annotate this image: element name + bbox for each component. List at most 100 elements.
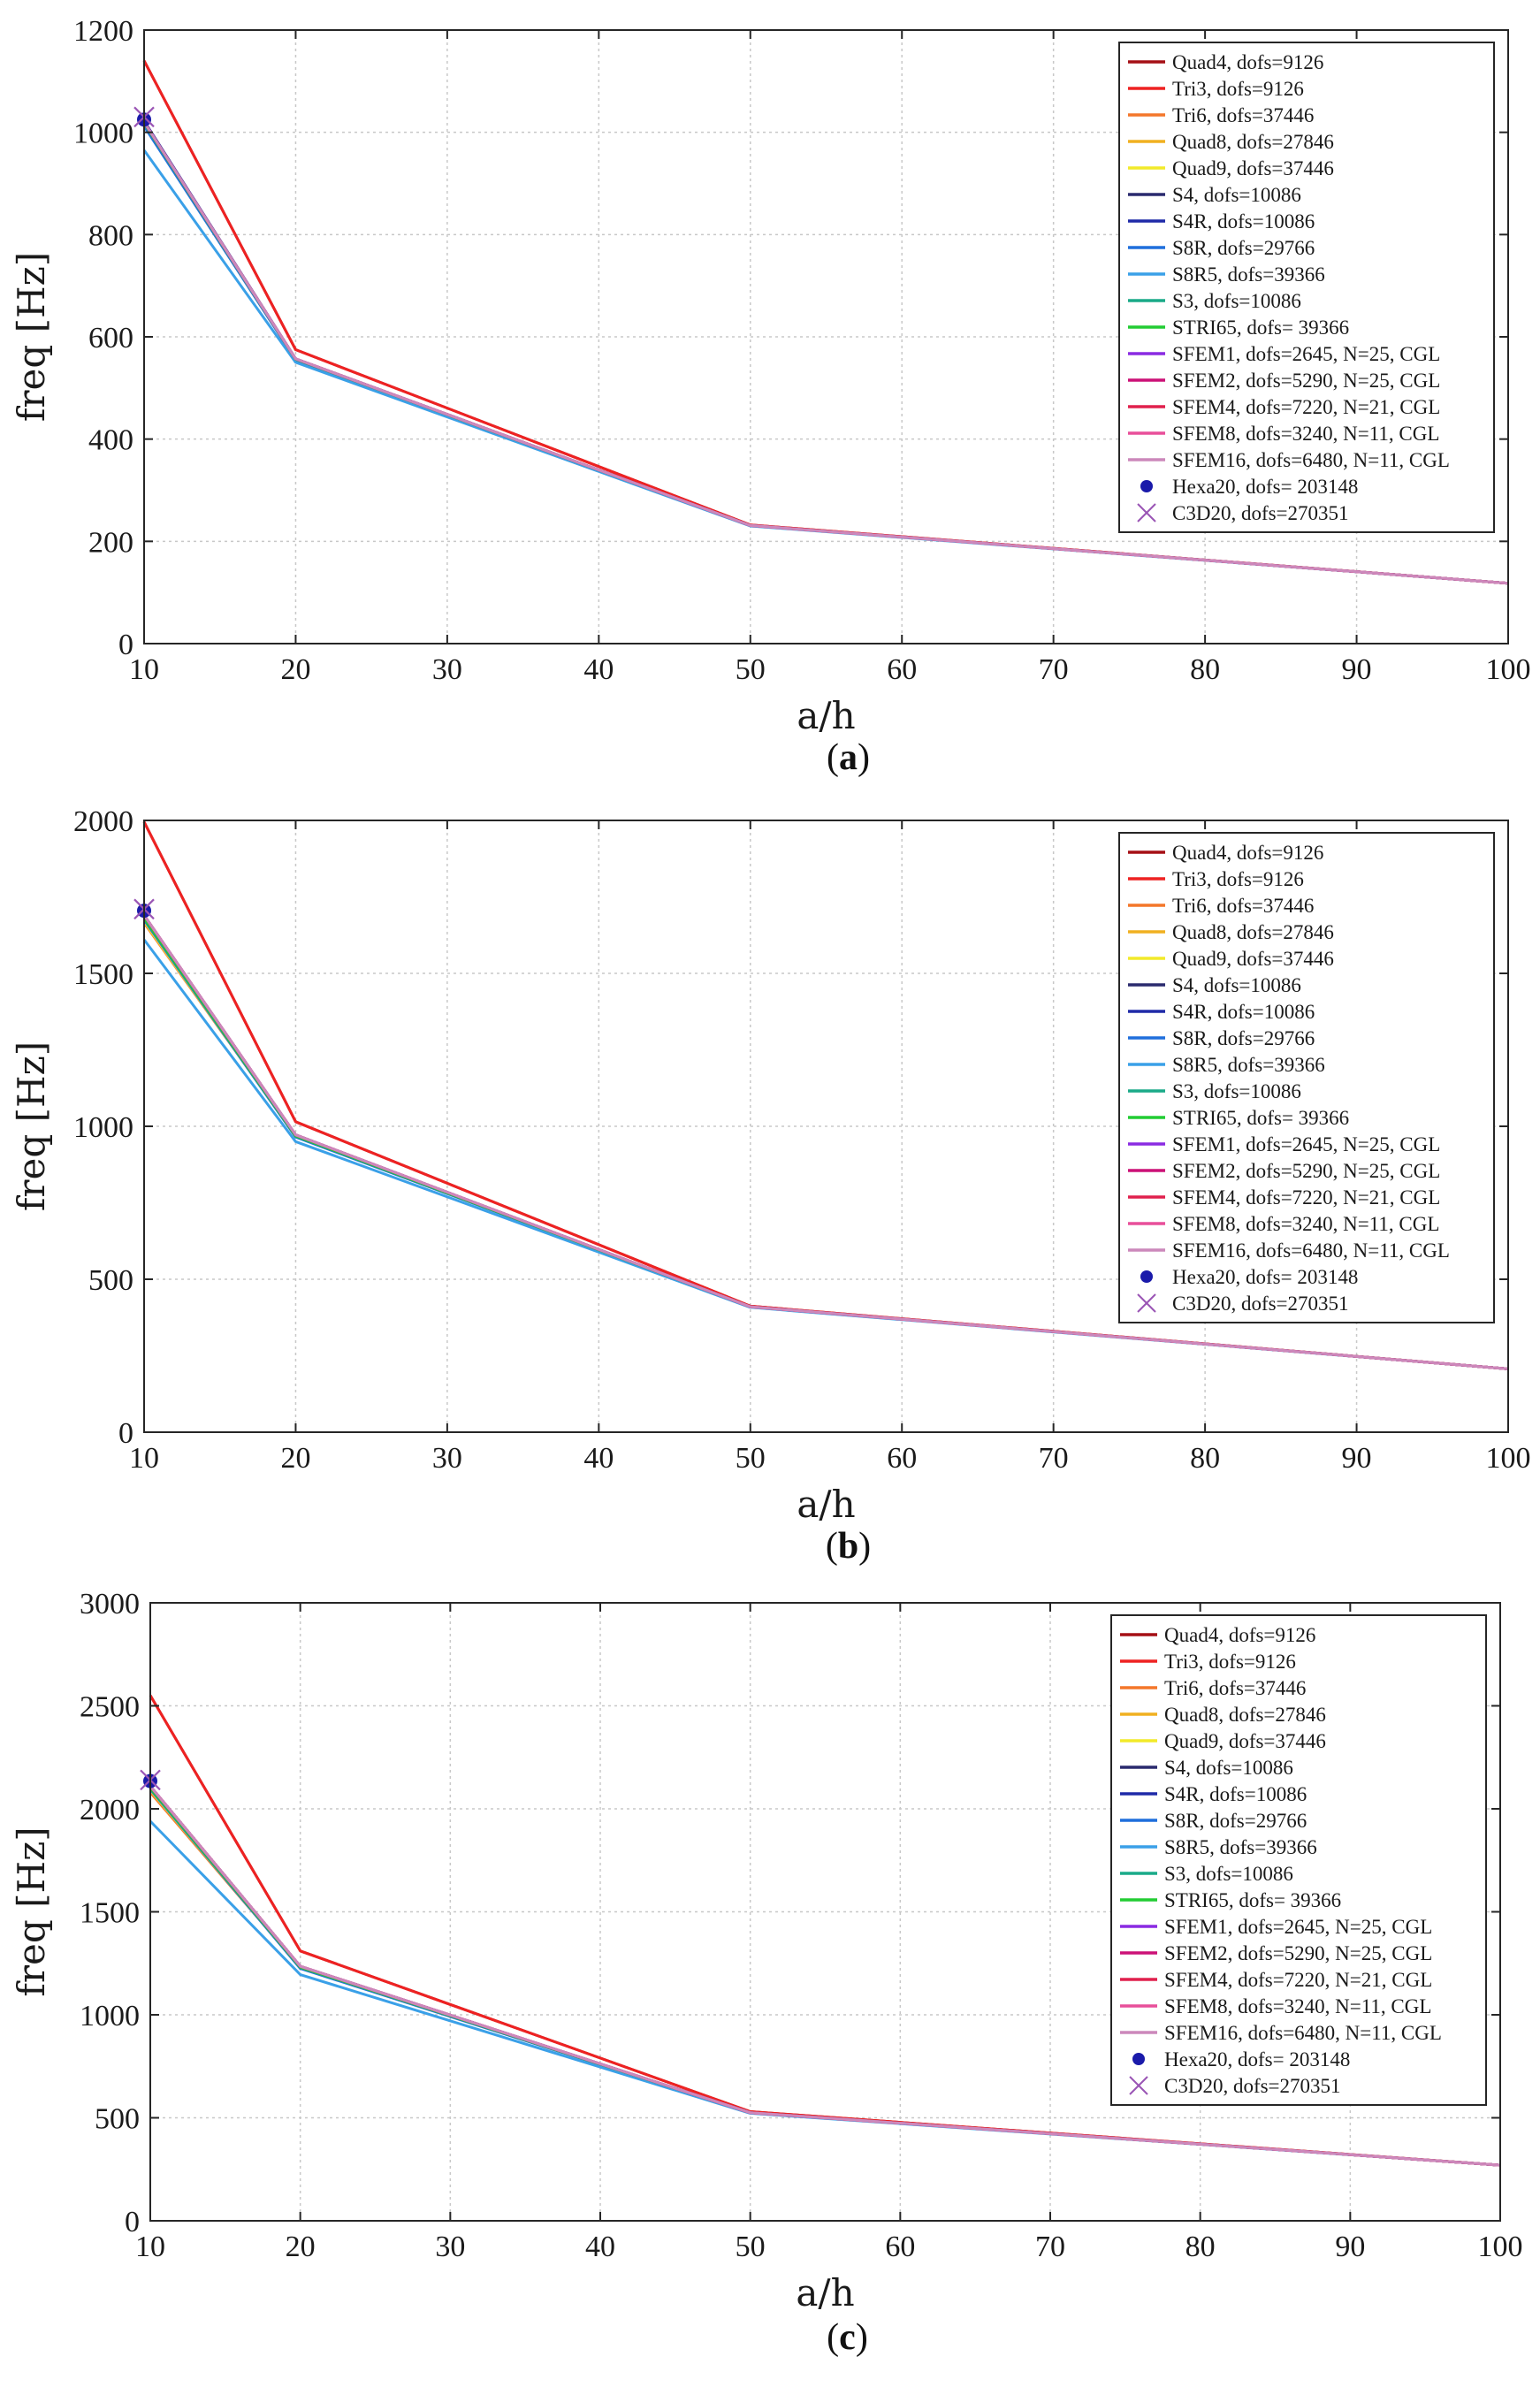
legend-label: Quad9, dofs=37446 (1172, 948, 1334, 970)
y-tick-label: 800 (88, 219, 133, 252)
x-tick-label: 90 (1335, 2231, 1365, 2263)
legend-label: Quad9, dofs=37446 (1164, 1730, 1326, 1752)
legend-label: Tri6, dofs=37446 (1172, 895, 1314, 917)
y-tick-label: 1500 (73, 958, 133, 991)
x-tick-label: 70 (1035, 2231, 1065, 2263)
chart-panel-a: 10 20 30 40 50 60 70 80 90 1000200400600800100012… (10, 15, 1531, 778)
x-axis-label: a/h (797, 694, 855, 737)
legend-label: S3, dofs=10086 (1164, 1863, 1293, 1885)
legend-label: Tri3, dofs=9126 (1172, 868, 1304, 890)
y-tick-label: 400 (88, 424, 133, 457)
y-tick-label: 0 (118, 629, 133, 661)
x-tick-label: 10 (129, 653, 159, 686)
x-tick-label: 80 (1185, 2231, 1216, 2263)
legend-label: SFEM2, dofs=5290, N=25, CGL (1164, 1942, 1432, 1964)
x-tick-label: 60 (887, 653, 917, 686)
y-tick-label: 0 (118, 1417, 133, 1450)
legend-swatch (1129, 2076, 1148, 2095)
panel-caption: (b) (826, 1526, 871, 1567)
legend-label: SFEM16, dofs=6480, N=11, CGL (1172, 449, 1450, 471)
legend-label: SFEM2, dofs=5290, N=25, CGL (1172, 370, 1440, 392)
y-tick-label: 2000 (73, 805, 133, 838)
legend-label: Hexa20, dofs= 203148 (1164, 2048, 1350, 2071)
legend-label: STRI65, dofs= 39366 (1172, 1107, 1349, 1129)
x-tick-label: 40 (585, 2231, 615, 2263)
legend-label: SFEM1, dofs=2645, N=25, CGL (1164, 1916, 1432, 1938)
legend-label: Hexa20, dofs= 203148 (1172, 476, 1358, 498)
legend-label: Quad8, dofs=27846 (1164, 1704, 1326, 1726)
x-tick-label: 20 (280, 653, 310, 686)
legend-label: Quad4, dofs=9126 (1172, 51, 1323, 73)
series-line-16 (149, 1785, 1501, 2167)
x-tick-label: 70 (1039, 1442, 1069, 1475)
x-tick-label: 30 (432, 653, 462, 686)
panel-caption-letter: c (839, 2317, 856, 2358)
x-tick-label: 100 (1486, 1442, 1531, 1475)
legend-label: STRI65, dofs= 39366 (1172, 316, 1349, 339)
y-tick-label: 500 (95, 2103, 140, 2136)
x-tick-label: 50 (736, 653, 766, 686)
x-tick-label: 40 (583, 653, 614, 686)
legend-label: C3D20, dofs=270351 (1172, 502, 1349, 524)
x-tick-label: 60 (887, 1442, 917, 1475)
legend-swatch (1137, 503, 1156, 522)
series-line-16 (142, 914, 1509, 1370)
legend-label: SFEM8, dofs=3240, N=11, CGL (1172, 423, 1439, 445)
y-axis-label: freq [Hz] (10, 252, 53, 422)
series-line-16 (142, 121, 1509, 585)
y-tick-label: 1500 (80, 1897, 140, 1930)
x-tick-label: 60 (885, 2231, 915, 2263)
legend-label: C3D20, dofs=270351 (1172, 1293, 1349, 1315)
x-tick-label: 50 (736, 1442, 766, 1475)
x-tick-label: 90 (1342, 653, 1372, 686)
x-tick-label: 100 (1486, 653, 1531, 686)
legend-label: S3, dofs=10086 (1172, 1080, 1301, 1102)
legend-label: SFEM8, dofs=3240, N=11, CGL (1164, 1995, 1431, 2017)
legend-label: SFEM4, dofs=7220, N=21, CGL (1164, 1969, 1432, 1991)
y-axis-label: freq [Hz] (10, 1826, 53, 1996)
y-tick-label: 600 (88, 322, 133, 355)
chart-panel-b: 10 20 30 40 50 60 70 80 90 1000500100015002000a/h… (10, 805, 1531, 1567)
x-tick-label: 30 (432, 1442, 462, 1475)
y-axis-label: freq [Hz] (10, 1041, 53, 1211)
legend-swatch (1132, 2053, 1145, 2065)
legend-label: SFEM1, dofs=2645, N=25, CGL (1172, 343, 1440, 365)
legend-label: S8R, dofs=29766 (1172, 1027, 1315, 1049)
legend-label: S3, dofs=10086 (1172, 290, 1301, 312)
legend-label: S8R5, dofs=39366 (1172, 1054, 1325, 1076)
x-tick-label: 30 (435, 2231, 465, 2263)
legend-label: Quad8, dofs=27846 (1172, 131, 1334, 153)
legend-box (1118, 832, 1495, 1323)
legend-label: Quad4, dofs=9126 (1164, 1624, 1315, 1646)
x-tick-label: 90 (1342, 1442, 1372, 1475)
y-tick-label: 2000 (80, 1794, 140, 1826)
y-tick-label: 1200 (73, 15, 133, 48)
x-axis-label: a/h (797, 1483, 855, 1526)
legend-box (1118, 42, 1495, 533)
y-tick-label: 3000 (80, 1588, 140, 1621)
y-tick-label: 1000 (73, 118, 133, 150)
legend-label: S4, dofs=10086 (1172, 184, 1301, 206)
legend-label: S4R, dofs=10086 (1164, 1783, 1307, 1805)
legend-label: S4R, dofs=10086 (1172, 210, 1315, 233)
x-tick-label: 20 (280, 1442, 310, 1475)
legend-label: S8R, dofs=29766 (1164, 1810, 1307, 1832)
legend-label: SFEM8, dofs=3240, N=11, CGL (1172, 1213, 1439, 1235)
legend-label: SFEM16, dofs=6480, N=11, CGL (1164, 2022, 1442, 2044)
legend-label: Quad9, dofs=37446 (1172, 157, 1334, 179)
legend-label: S8R5, dofs=39366 (1172, 263, 1325, 286)
legend: Quad4, dofs=9126 Tri3, dofs=9126 Tri6, dof… (1118, 832, 1495, 1323)
x-tick-label: 100 (1478, 2231, 1523, 2263)
y-tick-label: 1000 (80, 2000, 140, 2032)
legend-label: SFEM4, dofs=7220, N=21, CGL (1172, 396, 1440, 418)
panel-caption-letter: b (838, 1526, 858, 1567)
legend-label: SFEM1, dofs=2645, N=25, CGL (1172, 1133, 1440, 1155)
x-tick-label: 80 (1190, 653, 1220, 686)
legend-label: S8R5, dofs=39366 (1164, 1836, 1317, 1858)
legend-label: SFEM16, dofs=6480, N=11, CGL (1172, 1239, 1450, 1262)
panel-caption: (a) (827, 737, 870, 778)
panel-caption: (c) (827, 2317, 868, 2358)
chart-panel-c: 10 20 30 40 50 60 70 80 90 1000500100015002000250… (10, 1588, 1523, 2358)
legend-label: S4, dofs=10086 (1172, 974, 1301, 996)
